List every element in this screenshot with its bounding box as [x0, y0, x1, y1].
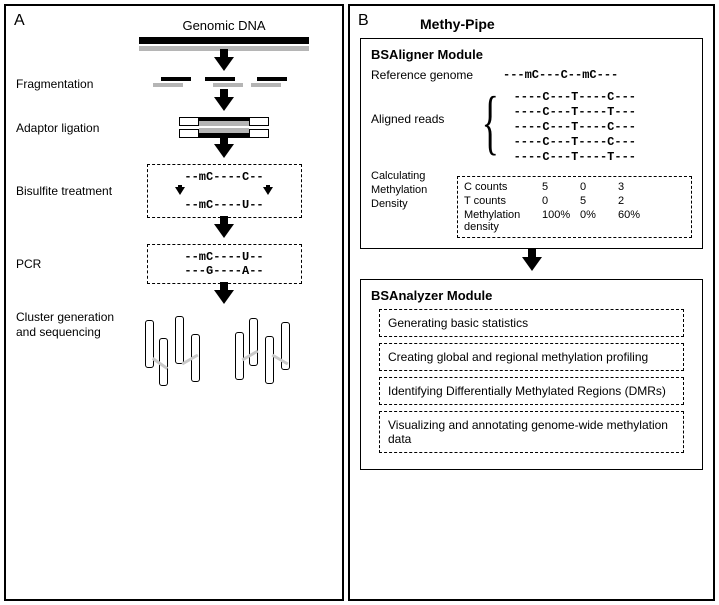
arrow-icon [214, 57, 234, 71]
arrow-icon [214, 224, 234, 238]
analyzer-item: Identifying Differentially Methylated Re… [379, 377, 684, 405]
bisulfite-label: Bisulfite treatment [16, 184, 116, 198]
read: ----C---T----T--- [514, 105, 636, 119]
adaptor-diagram [116, 117, 332, 138]
arrow-icon [522, 257, 542, 271]
md-val: 0% [580, 209, 610, 233]
bsanalyzer-title: BSAnalyzer Module [371, 288, 692, 303]
bisulfite-seq2: --mC----U-- [156, 198, 293, 212]
t-val: 0 [542, 195, 572, 207]
ref-genome-seq: ---mC---C--mC--- [503, 68, 618, 82]
arrow-icon [214, 144, 234, 158]
arrow-icon [263, 187, 273, 195]
panel-b-letter: B [358, 12, 369, 30]
bsanalyzer-module: BSAnalyzer Module Generating basic stati… [360, 279, 703, 470]
top-strand [139, 37, 309, 44]
adaptor-left-icon [179, 117, 199, 126]
t-val: 5 [580, 195, 610, 207]
t-counts-label: T counts [464, 195, 534, 207]
analyzer-item: Visualizing and annotating genome-wide m… [379, 411, 684, 453]
cluster-label: Cluster generation and sequencing [16, 310, 116, 339]
read: ----C---T----C--- [514, 120, 636, 134]
panel-a: A Genomic DNA Fragmentation Adaptor liga… [4, 4, 344, 601]
bsaligner-title: BSAligner Module [371, 47, 692, 62]
adaptor-label: Adaptor ligation [16, 121, 116, 135]
aligned-reads-label: Aligned reads [371, 112, 467, 126]
bsaligner-module: BSAligner Module Reference genome ---mC-… [360, 38, 703, 249]
pcr-box: --mC----U-- ---G----A-- [147, 244, 302, 284]
md-val: 100% [542, 209, 572, 233]
c-val: 3 [618, 181, 648, 193]
brace-icon: { [482, 92, 499, 152]
bisulfite-box: --mC----C-- --mC----U-- [147, 164, 302, 218]
c-val: 0 [580, 181, 610, 193]
analyzer-item: Creating global and regional methylation… [379, 343, 684, 371]
read: ----C---T----C--- [514, 90, 636, 104]
adaptor-right-icon [249, 117, 269, 126]
methy-pipe-title: Methy-Pipe [420, 16, 703, 32]
density-box: C counts 5 0 3 T counts 0 5 2 Methylatio… [457, 176, 692, 238]
bisulfite-seq1: --mC----C-- [156, 170, 293, 184]
md-val: 60% [618, 209, 648, 233]
pcr-seq1: --mC----U-- [156, 250, 293, 264]
adaptor-right-icon [249, 129, 269, 138]
arrow-icon [214, 97, 234, 111]
c-val: 5 [542, 181, 572, 193]
ref-genome-label: Reference genome [371, 68, 489, 82]
adaptor-left-icon [179, 129, 199, 138]
calc-density-label: Calculating Methylation Density [371, 170, 449, 211]
md-label: Methylation density [464, 209, 534, 233]
c-counts-label: C counts [464, 181, 534, 193]
read: ----C---T----T--- [514, 150, 636, 164]
arrow-icon [175, 187, 185, 195]
arrow-icon [214, 290, 234, 304]
panel-b: B Methy-Pipe BSAligner Module Reference … [348, 4, 715, 601]
pcr-seq2: ---G----A-- [156, 264, 293, 278]
panel-a-letter: A [14, 12, 25, 30]
analyzer-item: Generating basic statistics [379, 309, 684, 337]
aligned-reads-list: ----C---T----C--- ----C---T----T--- ----… [514, 90, 636, 164]
genomic-dna-title: Genomic DNA [116, 18, 332, 33]
pcr-label: PCR [16, 257, 116, 271]
read: ----C---T----C--- [514, 135, 636, 149]
t-val: 2 [618, 195, 648, 207]
fragmentation-label: Fragmentation [16, 77, 116, 91]
cluster-diagram [116, 310, 332, 394]
